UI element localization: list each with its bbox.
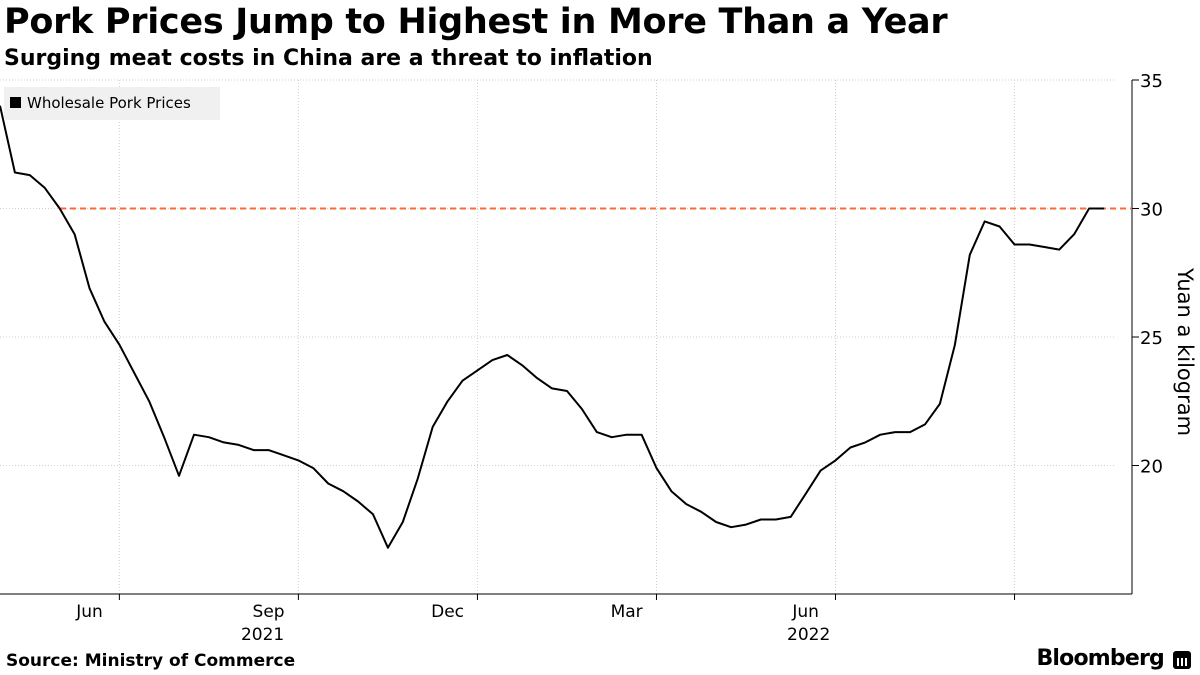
x-tick-label-sep-1: Sep: [253, 602, 285, 622]
chart-title: Pork Prices Jump to Highest in More Than…: [4, 2, 948, 42]
series-line-wholesale-pork-prices: [0, 105, 1105, 549]
legend-swatch: [10, 97, 21, 108]
x-year-label-2022: 2022: [787, 625, 830, 645]
y-axis-label: Yuan a kilogram: [1173, 267, 1197, 436]
chart-subtitle: Surging meat costs in China are a threat…: [4, 46, 653, 71]
x-year-label-2021: 2021: [241, 625, 284, 645]
legend-box: [4, 87, 220, 120]
source-note: Source: Ministry of Commerce: [6, 651, 296, 671]
legend-label: Wholesale Pork Prices: [27, 94, 191, 112]
legend: Wholesale Pork Prices: [4, 87, 220, 120]
bloomberg-logo: Bloomberg: [1036, 646, 1164, 671]
y-tick-label-30: 30: [1140, 200, 1163, 221]
bloomberg-terminal-icon: [1173, 651, 1191, 669]
y-tick-label-20: 20: [1140, 457, 1163, 478]
axes: [0, 79, 1139, 600]
x-tick-label-jun-4: Jun: [791, 602, 819, 622]
tick-labels: 20 25 30 35 Jun Sep Dec Mar Jun 2021 2022: [75, 71, 1163, 645]
y-tick-label-35: 35: [1140, 71, 1163, 92]
x-tick-label-mar-3: Mar: [611, 602, 643, 622]
x-tick-label-dec-2: Dec: [431, 602, 464, 622]
y-tick-label-25: 25: [1140, 328, 1163, 349]
x-tick-label-jun-0: Jun: [75, 602, 103, 622]
gridlines: [0, 79, 1116, 594]
